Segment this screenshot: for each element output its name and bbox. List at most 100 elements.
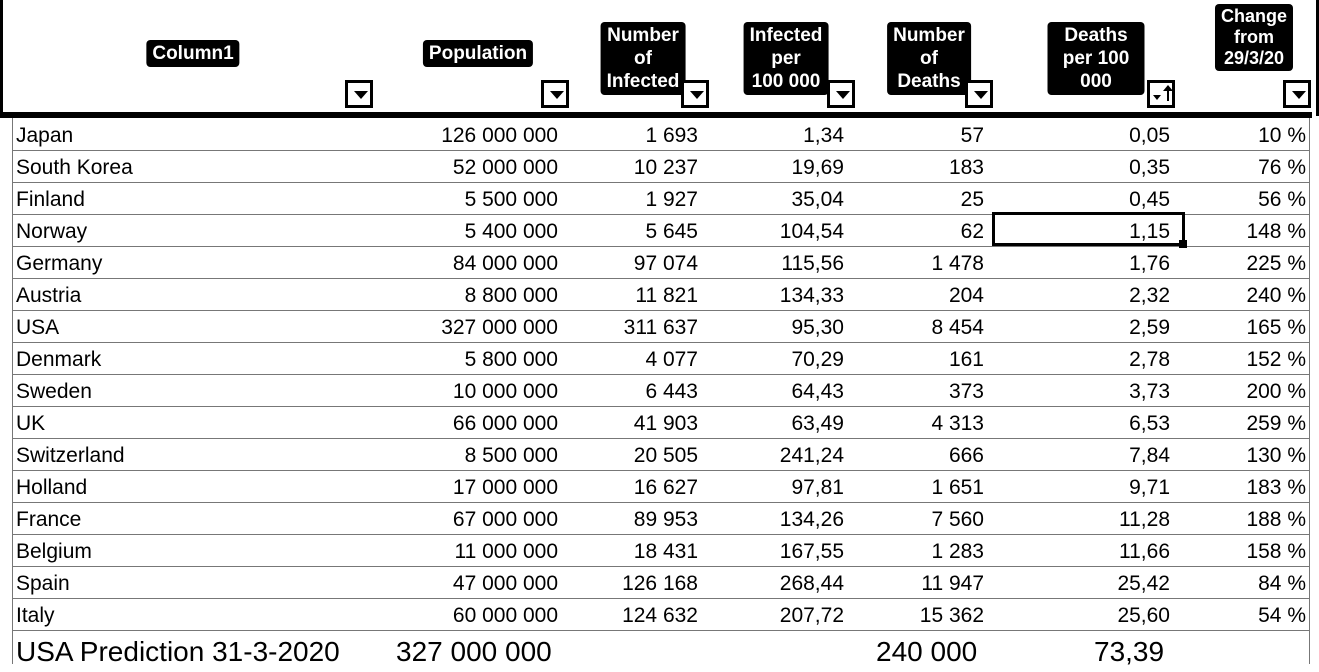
- cell-infected[interactable]: 126 168: [622, 572, 698, 595]
- cell-deaths[interactable]: 25: [960, 188, 984, 211]
- cell-infected[interactable]: 6 443: [645, 380, 698, 403]
- cell-deaths-per[interactable]: 1,15: [1129, 220, 1170, 243]
- cell-country[interactable]: Denmark: [16, 348, 102, 371]
- cell-deaths-per[interactable]: 25,42: [1117, 572, 1170, 595]
- cell-infected-per[interactable]: 104,54: [779, 220, 844, 243]
- cell-infected[interactable]: 11 821: [635, 284, 698, 307]
- cell-population[interactable]: 52 000 000: [452, 156, 558, 179]
- cell-deaths[interactable]: 15 362: [919, 604, 984, 627]
- cell-deaths[interactable]: 1 283: [931, 540, 984, 563]
- cell-infected[interactable]: 41 903: [633, 412, 698, 435]
- cell-infected[interactable]: 10 237: [633, 156, 698, 179]
- cell-infected-per[interactable]: 134,26: [779, 508, 844, 531]
- cell-country[interactable]: Italy: [16, 604, 55, 627]
- cell-population[interactable]: 8 800 000: [464, 284, 558, 307]
- cell-infected-per[interactable]: 268,44: [779, 572, 844, 595]
- cell-deaths[interactable]: 204: [948, 284, 984, 307]
- cell-deaths-per[interactable]: 11,66: [1119, 540, 1170, 563]
- sort-deaths-per-button[interactable]: [1147, 80, 1175, 108]
- cell-infected[interactable]: 4 077: [645, 348, 698, 371]
- cell-country[interactable]: France: [16, 508, 82, 531]
- cell-population[interactable]: 126 000 000: [441, 124, 558, 147]
- cell-country[interactable]: South Korea: [16, 156, 133, 179]
- cell-country[interactable]: Germany: [16, 252, 103, 275]
- cell-deaths-per[interactable]: 1,76: [1129, 252, 1170, 275]
- cell-infected-per[interactable]: 134,33: [779, 284, 844, 307]
- cell-infected[interactable]: 97 074: [633, 252, 698, 275]
- cell-deaths[interactable]: 183: [948, 156, 984, 179]
- cell-population[interactable]: 8 500 000: [464, 444, 558, 467]
- cell-infected-per[interactable]: 115,56: [781, 252, 844, 275]
- cell-infected[interactable]: 311 637: [623, 316, 698, 339]
- cell-change[interactable]: 240 %: [1246, 284, 1306, 307]
- cell-population[interactable]: 47 000 000: [452, 572, 558, 595]
- cell-country[interactable]: UK: [16, 412, 46, 435]
- cell-change[interactable]: 76 %: [1258, 156, 1306, 179]
- cell-infected[interactable]: 18 431: [633, 540, 698, 563]
- cell-deaths-per[interactable]: 9,71: [1129, 476, 1170, 499]
- cell-deaths-per[interactable]: 0,05: [1129, 124, 1170, 147]
- cell-deaths[interactable]: 57: [960, 124, 984, 147]
- cell-deaths[interactable]: 4 313: [931, 412, 984, 435]
- cell-deaths-per[interactable]: 3,73: [1129, 380, 1170, 403]
- cell-population[interactable]: 5 400 000: [464, 220, 558, 243]
- cell-infected-per[interactable]: 63,49: [791, 412, 844, 435]
- cell-change[interactable]: 130 %: [1246, 444, 1306, 467]
- cell-change[interactable]: 259 %: [1246, 412, 1306, 435]
- selected-cell[interactable]: [992, 212, 1185, 246]
- cell-infected-per[interactable]: 97,81: [791, 476, 844, 499]
- cell-change[interactable]: 152 %: [1246, 348, 1306, 371]
- cell-deaths-per[interactable]: 11,28: [1119, 508, 1170, 531]
- cell-country[interactable]: USA: [16, 316, 60, 339]
- cell-deaths[interactable]: 1 651: [931, 476, 984, 499]
- cell-change[interactable]: 158 %: [1246, 540, 1306, 563]
- cell-change[interactable]: 188 %: [1246, 508, 1306, 531]
- cell-population[interactable]: 60 000 000: [452, 604, 558, 627]
- cell-deaths-per[interactable]: 0,35: [1129, 156, 1170, 179]
- cell-population[interactable]: 5 800 000: [464, 348, 558, 371]
- cell-deaths[interactable]: 11 947: [921, 572, 984, 595]
- cell-country[interactable]: Spain: [16, 572, 70, 595]
- cell-change[interactable]: 225 %: [1246, 252, 1306, 275]
- cell-deaths[interactable]: 373: [948, 380, 984, 403]
- cell-infected[interactable]: 124 632: [622, 604, 698, 627]
- cell-infected-per[interactable]: 64,43: [791, 380, 844, 403]
- cell-infected[interactable]: 20 505: [633, 444, 698, 467]
- cell-deaths[interactable]: 8 454: [931, 316, 984, 339]
- cell-change[interactable]: 183 %: [1246, 476, 1306, 499]
- cell-population[interactable]: 5 500 000: [464, 188, 558, 211]
- cell-deaths-per[interactable]: 7,84: [1129, 444, 1170, 467]
- cell-infected-per[interactable]: 207,72: [779, 604, 844, 627]
- cell-country[interactable]: Holland: [16, 476, 88, 499]
- cell-infected-per[interactable]: 167,55: [779, 540, 844, 563]
- cell-infected-per[interactable]: 19,69: [791, 156, 844, 179]
- cell-change[interactable]: 200 %: [1246, 380, 1306, 403]
- fill-handle[interactable]: [1179, 240, 1187, 248]
- filter-infected-button[interactable]: [681, 80, 709, 108]
- cell-population[interactable]: 17 000 000: [452, 476, 558, 499]
- cell-population[interactable]: 10 000 000: [452, 380, 558, 403]
- cell-country[interactable]: Finland: [16, 188, 85, 211]
- cell-change[interactable]: 54 %: [1258, 604, 1306, 627]
- cell-change[interactable]: 165 %: [1246, 316, 1306, 339]
- cell-deaths[interactable]: 1 478: [931, 252, 984, 275]
- cell-infected-per[interactable]: 70,29: [791, 348, 844, 371]
- cell-deaths-per[interactable]: 2,59: [1129, 316, 1170, 339]
- cell-country[interactable]: Austria: [16, 284, 82, 307]
- cell-deaths-per[interactable]: 0,45: [1129, 188, 1170, 211]
- cell-infected[interactable]: 89 953: [633, 508, 698, 531]
- cell-population[interactable]: 11 000 000: [454, 540, 558, 563]
- cell-country[interactable]: Japan: [16, 124, 74, 147]
- cell-infected-per[interactable]: 95,30: [791, 316, 844, 339]
- cell-deaths-per[interactable]: 2,78: [1129, 348, 1170, 371]
- cell-infected-per[interactable]: 241,24: [779, 444, 844, 467]
- cell-change[interactable]: 84 %: [1258, 572, 1306, 595]
- cell-population[interactable]: 67 000 000: [452, 508, 558, 531]
- cell-infected-per[interactable]: 1,34: [803, 124, 844, 147]
- cell-infected[interactable]: 1 693: [645, 124, 698, 147]
- cell-infected[interactable]: 16 627: [633, 476, 698, 499]
- filter-infected-per-button[interactable]: [827, 80, 855, 108]
- cell-change[interactable]: 10 %: [1258, 124, 1306, 147]
- cell-deaths[interactable]: 666: [948, 444, 984, 467]
- cell-infected-per[interactable]: 35,04: [791, 188, 844, 211]
